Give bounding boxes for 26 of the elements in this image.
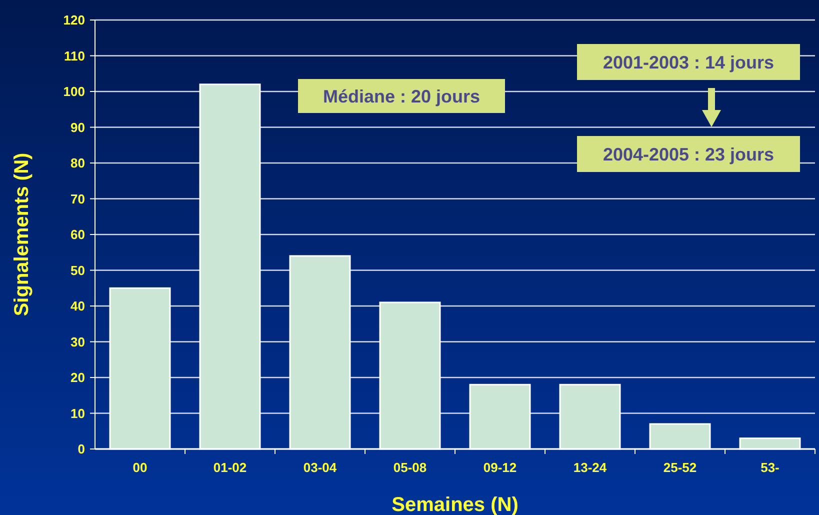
y-tick-label: 10 xyxy=(70,406,85,421)
y-tick-label: 40 xyxy=(70,298,85,314)
y-tick-label: 90 xyxy=(70,120,85,135)
x-tick-label: 00 xyxy=(132,460,148,475)
x-tick-label: 05-08 xyxy=(393,460,427,475)
y-tick-label: 0 xyxy=(78,442,85,457)
x-tick-label: 09-12 xyxy=(483,460,517,475)
x-tick-label: 03-04 xyxy=(303,460,338,475)
x-axis-title: Semaines (N) xyxy=(392,494,518,515)
y-tick-label: 110 xyxy=(64,48,85,64)
y-tick-label: 120 xyxy=(63,12,85,28)
y-axis-title: Signalements (N) xyxy=(11,152,33,316)
x-tick-label: 13-24 xyxy=(573,460,608,475)
y-tick-label: 80 xyxy=(70,156,85,171)
annotation: 2004-2005 : 23 jours xyxy=(602,144,774,164)
y-tick-label: 70 xyxy=(70,191,85,206)
y-tick-label: 100 xyxy=(63,84,85,100)
y-tick-label: 50 xyxy=(70,262,85,278)
x-tick-label: 25-52 xyxy=(663,460,697,475)
y-tick-label: 60 xyxy=(70,227,85,242)
y-tick-label: 30 xyxy=(70,334,85,350)
annotation: 2001-2003 : 14 jours xyxy=(602,52,774,72)
y-tick-label: 20 xyxy=(70,370,85,386)
x-tick-label: 53- xyxy=(760,460,780,475)
x-tick-label: 01-02 xyxy=(213,460,247,475)
annotation: Médiane : 20 jours xyxy=(322,86,480,106)
